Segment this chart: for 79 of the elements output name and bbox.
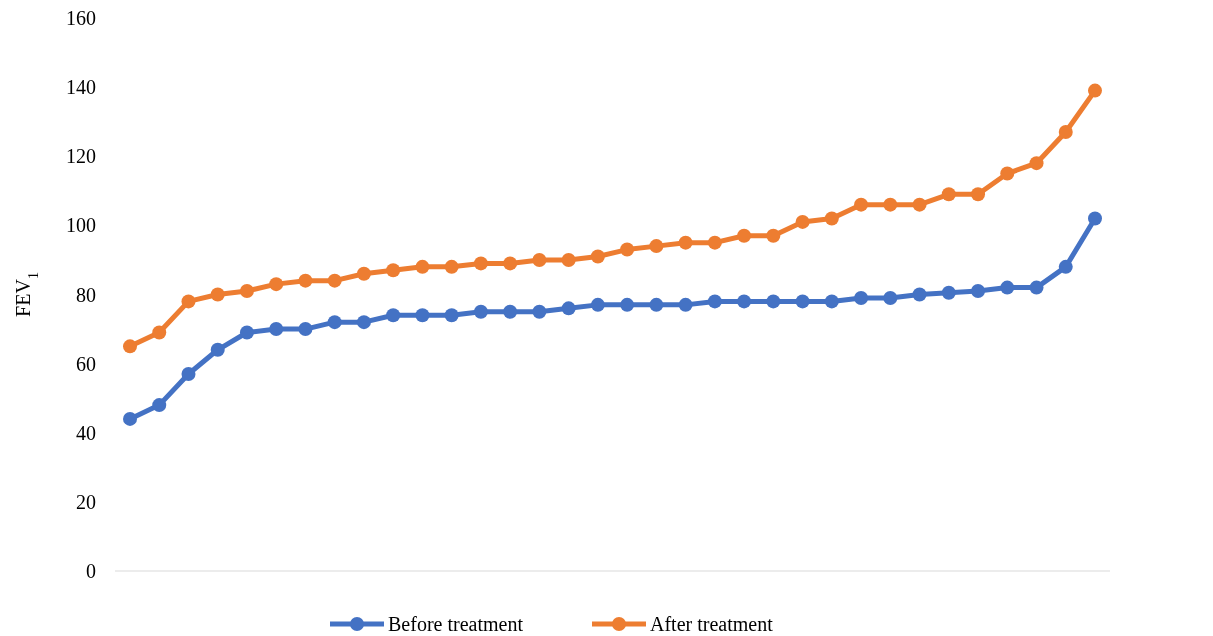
point <box>971 187 986 202</box>
point <box>532 304 547 319</box>
point <box>1000 166 1015 181</box>
point <box>1029 280 1044 295</box>
point <box>210 342 225 357</box>
point <box>123 411 137 426</box>
point <box>444 259 459 274</box>
point <box>386 308 401 323</box>
point <box>503 256 518 271</box>
y-tick-label: 80 <box>76 283 96 306</box>
point <box>444 308 459 323</box>
point <box>795 294 810 309</box>
point <box>883 290 898 305</box>
point <box>181 366 196 381</box>
y-tick-label: 20 <box>76 490 96 513</box>
point <box>298 273 313 288</box>
point <box>883 197 898 212</box>
y-tick-label: 60 <box>76 352 96 375</box>
point <box>473 304 488 319</box>
point <box>707 235 722 250</box>
legend-label: Before treatment <box>388 613 524 635</box>
point <box>854 290 869 305</box>
point <box>678 297 693 312</box>
point <box>239 325 254 340</box>
point <box>912 287 927 302</box>
point <box>415 308 430 323</box>
point <box>356 266 371 281</box>
point <box>649 297 664 312</box>
point <box>123 339 137 354</box>
point <box>941 285 956 300</box>
point <box>473 256 488 271</box>
point <box>737 294 752 309</box>
point <box>590 249 605 264</box>
y-tick-label: 120 <box>66 145 96 168</box>
point <box>239 284 254 299</box>
point <box>1088 83 1102 98</box>
point <box>503 304 518 319</box>
point <box>152 325 167 340</box>
point <box>766 228 781 243</box>
point <box>824 211 839 226</box>
point <box>210 287 225 302</box>
point <box>590 297 605 312</box>
point <box>1058 259 1073 274</box>
y-tick-label: 140 <box>66 76 96 99</box>
y-tick-label: 40 <box>76 421 96 444</box>
point <box>415 259 430 274</box>
point <box>649 239 664 254</box>
y-tick-label: 100 <box>66 214 96 237</box>
point <box>1088 211 1102 226</box>
point <box>854 197 869 212</box>
y-tick-label: 160 <box>66 7 96 29</box>
legend-label: After treatment <box>650 613 774 635</box>
point <box>678 235 693 250</box>
point <box>269 322 284 337</box>
point <box>1000 280 1015 295</box>
point <box>152 398 167 413</box>
point <box>269 277 284 292</box>
point <box>707 294 722 309</box>
point <box>912 197 927 212</box>
y-tick-label: 0 <box>86 560 96 582</box>
point <box>327 315 342 330</box>
point <box>561 252 576 267</box>
point <box>766 294 781 309</box>
point <box>327 273 342 288</box>
point <box>824 294 839 309</box>
point <box>795 214 810 229</box>
point <box>1029 156 1044 171</box>
point <box>386 263 401 278</box>
point <box>737 228 752 243</box>
point <box>620 242 635 257</box>
point <box>1058 125 1073 140</box>
point <box>532 252 547 267</box>
point <box>298 322 313 337</box>
point <box>356 315 371 330</box>
point <box>941 187 956 202</box>
point <box>561 301 576 316</box>
point <box>971 284 986 299</box>
point <box>181 294 196 309</box>
point <box>620 297 635 312</box>
